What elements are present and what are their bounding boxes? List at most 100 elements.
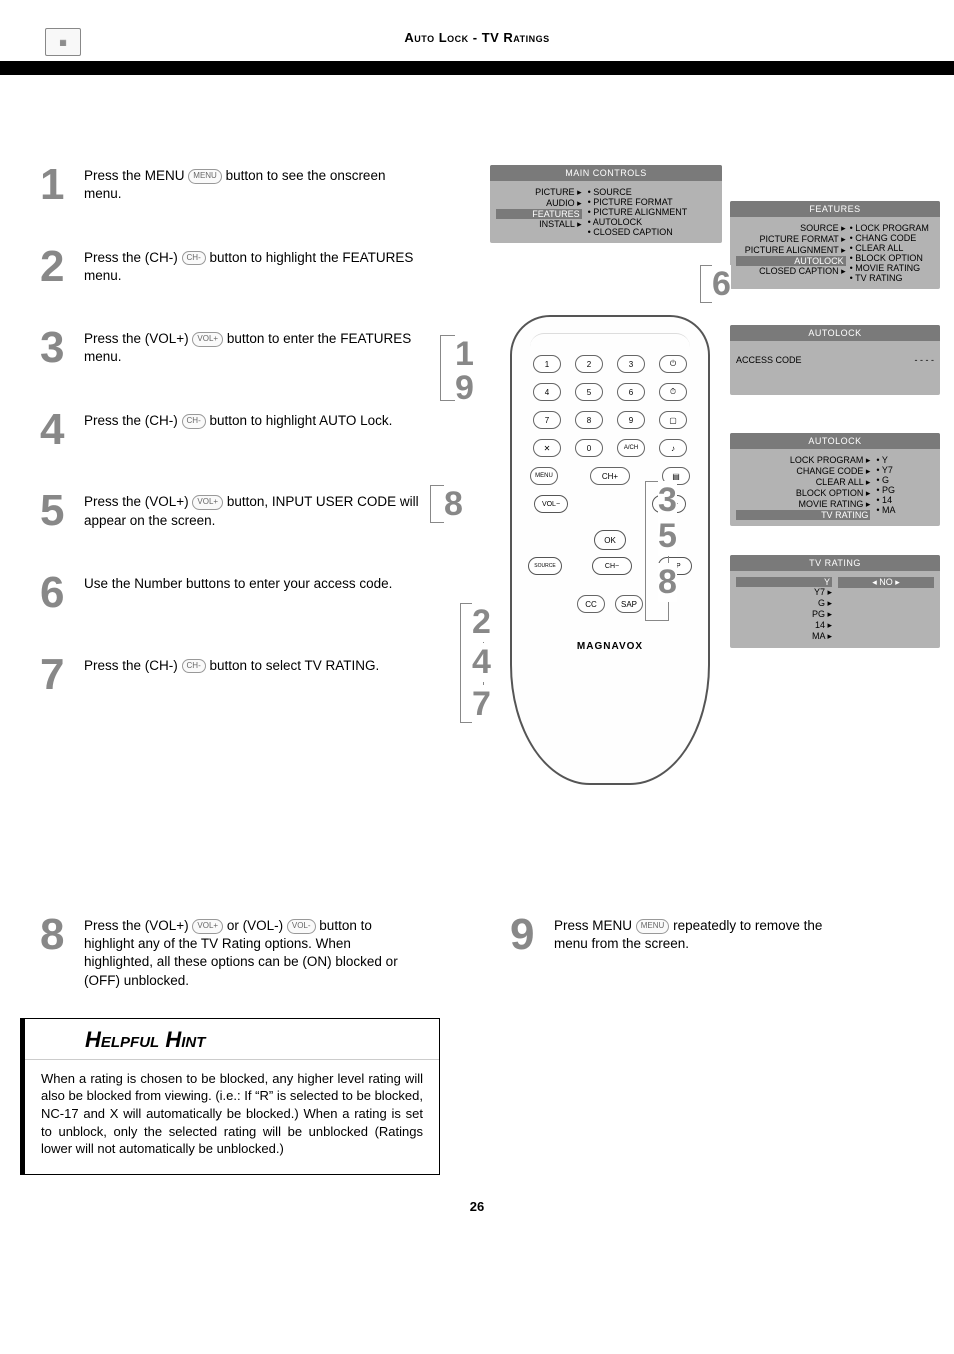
vol-up-icon: VOL+: [192, 919, 223, 934]
osd-item: AUDIO ▸: [496, 198, 582, 209]
remote-key-vol-down[interactable]: VOL−: [534, 495, 568, 513]
step-text: Press the (CH-) CH- button to highlight …: [84, 410, 392, 430]
osd-features: FEATURES SOURCE ▸ PICTURE FORMAT ▸ PICTU…: [730, 201, 940, 289]
step-2: 2 Press the (CH-) CH- button to highligh…: [40, 247, 420, 287]
step-number: 6: [40, 573, 84, 613]
step-text: Press MENU MENU repeatedly to remove the…: [554, 915, 850, 953]
osd-item: • MOVIE RATING: [850, 263, 934, 273]
osd-item: INSTALL ▸: [496, 219, 582, 230]
step-1: 1 Press the MENU MENU button to see the …: [40, 165, 420, 205]
osd-item: • PICTURE FORMAT: [588, 197, 716, 207]
osd-item-selected: Y: [736, 577, 832, 587]
header-bar: [0, 61, 954, 75]
osd-item: • CLEAR ALL: [850, 243, 934, 253]
remote-key-ach[interactable]: A/CH: [617, 439, 645, 457]
text: Press the (VOL+): [84, 331, 192, 346]
remote-control: 1 2 3 ⏻ 4 5 6 ⏱ 7 8 9 ▢ ✕ 0 A/CH ♪ MENU …: [510, 315, 710, 785]
step-9: 9 Press MENU MENU repeatedly to remove t…: [510, 915, 850, 955]
remote-key-ok[interactable]: OK: [594, 530, 626, 550]
remote-key-menu[interactable]: MENU: [530, 467, 558, 485]
step-number: 7: [40, 655, 84, 695]
corner-decoration-icon: ▦: [45, 28, 81, 56]
step-8: 8 Press the (VOL+) VOL+ or (VOL-) VOL- b…: [40, 915, 420, 990]
osd-item: CLEAR ALL ▸: [736, 477, 870, 488]
osd-item: • MA: [876, 505, 934, 515]
callout-8b: 8: [658, 563, 677, 602]
remote-key-5[interactable]: 5: [575, 383, 603, 401]
text: button to highlight AUTO Lock.: [206, 413, 393, 428]
remote-key-6[interactable]: 6: [617, 383, 645, 401]
osd-item: • LOCK PROGRAM: [850, 223, 934, 233]
steps-column: 1 Press the MENU MENU button to see the …: [40, 165, 420, 905]
osd-item: • PG: [876, 485, 934, 495]
osd-item: • CHANG CODE: [850, 233, 934, 243]
step-text: Press the (VOL+) VOL+ button to enter th…: [84, 328, 420, 366]
remote-key-7[interactable]: 7: [533, 411, 561, 429]
callout-6: 6: [712, 265, 731, 304]
osd-access-code: AUTOLOCK ACCESS CODE - - - -: [730, 325, 940, 395]
step-text: Press the (CH-) CH- button to select TV …: [84, 655, 379, 675]
osd-item: • BLOCK OPTION: [850, 253, 934, 263]
step-text: Use the Number buttons to enter your acc…: [84, 573, 392, 593]
remote-key-power[interactable]: ⏻: [659, 355, 687, 373]
callout-9: 9: [455, 369, 474, 408]
osd-item: Y7 ▸: [736, 587, 832, 598]
osd-item-selected: TV RATING: [736, 510, 870, 520]
step-7: 7 Press the (CH-) CH- button to select T…: [40, 655, 420, 695]
vol-up-icon: VOL+: [192, 495, 223, 510]
remote-key-0[interactable]: 0: [575, 439, 603, 457]
step-number: 3: [40, 328, 84, 368]
menu-button-icon: MENU: [636, 919, 670, 934]
osd-item: CLOSED CAPTION ▸: [736, 266, 846, 277]
step-number: 2: [40, 247, 84, 287]
menu-button-icon: MENU: [188, 169, 222, 184]
osd-item: BLOCK OPTION ▸: [736, 488, 870, 499]
ch-down-icon: CH-: [182, 659, 206, 674]
osd-item: MA ▸: [736, 631, 832, 642]
osd-item: SOURCE ▸: [736, 223, 846, 234]
helpful-hint-box: Helpful Hint When a rating is chosen to …: [20, 1018, 440, 1175]
remote-key-sound[interactable]: ♪: [659, 439, 687, 457]
remote-key-mute[interactable]: ✕: [533, 439, 561, 457]
page-number: 26: [0, 1175, 954, 1230]
step-4: 4 Press the (CH-) CH- button to highligh…: [40, 410, 420, 450]
step-5: 5 Press the (VOL+) VOL+ button, INPUT US…: [40, 491, 420, 531]
step-number: 9: [510, 915, 554, 955]
text: button to select TV RATING.: [206, 658, 380, 673]
text: Press MENU: [554, 918, 636, 933]
remote-key-2[interactable]: 2: [575, 355, 603, 373]
osd-title: AUTOLOCK: [730, 433, 940, 449]
callout-3: 3: [658, 481, 677, 520]
text: Press the MENU: [84, 168, 188, 183]
remote-key-sap[interactable]: SAP: [615, 595, 643, 613]
osd-item: • G: [876, 475, 934, 485]
vol-down-icon: VOL-: [287, 919, 316, 934]
callout-2: 2: [472, 603, 491, 642]
step-number: 1: [40, 165, 84, 205]
osd-title: MAIN CONTROLS: [490, 165, 722, 181]
remote-key-3[interactable]: 3: [617, 355, 645, 373]
remote-key-4[interactable]: 4: [533, 383, 561, 401]
step-text: Press the (VOL+) VOL+ or (VOL-) VOL- but…: [84, 915, 420, 990]
osd-item: CHANGE CODE ▸: [736, 466, 870, 477]
remote-key-ch-down[interactable]: CH−: [592, 557, 632, 575]
osd-item: • TV RATING: [850, 273, 934, 283]
illustration-column: MAIN CONTROLS PICTURE ▸ AUDIO ▸ FEATURES…: [430, 165, 924, 905]
remote-key-ch-up[interactable]: CH+: [590, 467, 630, 485]
remote-key-sleep[interactable]: ⏱: [659, 383, 687, 401]
remote-key-cc[interactable]: CC: [577, 595, 605, 613]
page-header: ▦ Auto Lock - TV Ratings: [0, 0, 954, 55]
osd-tv-rating: TV RATING Y Y7 ▸ G ▸ PG ▸ 14 ▸ MA ▸ ◂ NO…: [730, 555, 940, 648]
osd-item: • Y7: [876, 465, 934, 475]
remote-key-8[interactable]: 8: [575, 411, 603, 429]
osd-autolock: AUTOLOCK LOCK PROGRAM ▸ CHANGE CODE ▸ CL…: [730, 433, 940, 526]
osd-item: • PICTURE ALIGNMENT: [588, 207, 716, 217]
osd-item: PG ▸: [736, 609, 832, 620]
text: or (VOL-): [223, 918, 287, 933]
osd-item: 14 ▸: [736, 620, 832, 631]
remote-key-9[interactable]: 9: [617, 411, 645, 429]
remote-key-picture[interactable]: ▢: [659, 411, 687, 429]
remote-key-source[interactable]: SOURCE: [528, 557, 562, 575]
remote-key-1[interactable]: 1: [533, 355, 561, 373]
access-code-label: ACCESS CODE: [736, 355, 802, 365]
